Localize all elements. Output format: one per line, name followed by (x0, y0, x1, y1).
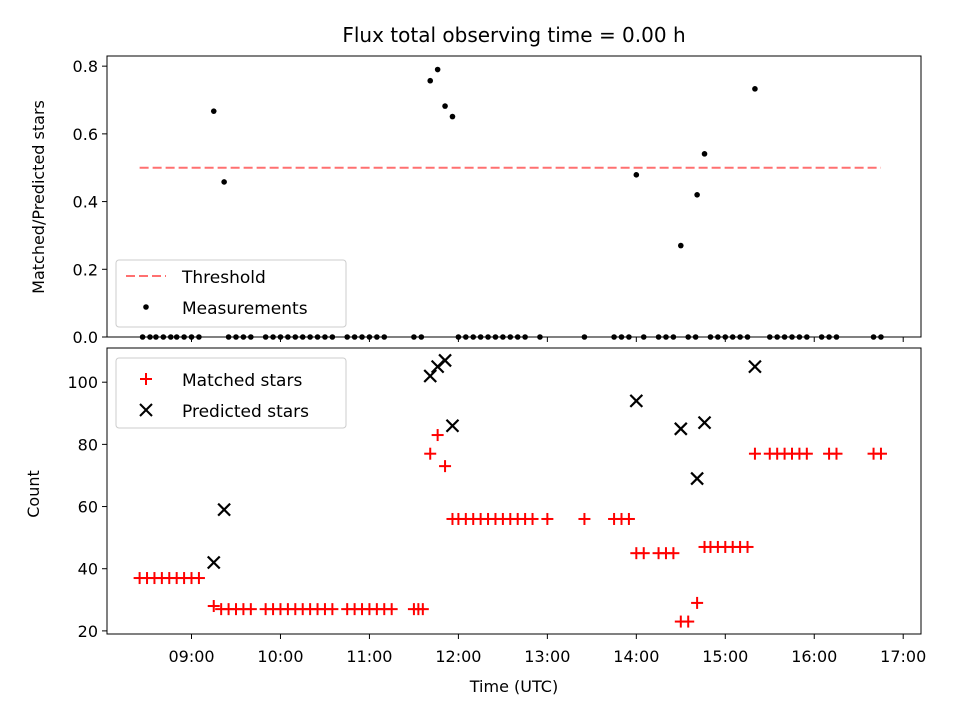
count-x-axis-label: Time (UTC) (469, 677, 558, 696)
predicted-stars-point (697, 415, 712, 430)
matched-stars-point (691, 596, 704, 609)
predicted-stars-point (423, 369, 438, 383)
matched-stars-point (667, 547, 680, 560)
measurement-point (678, 242, 684, 249)
count-x-tick-label: 16:00 (791, 647, 837, 666)
count-y-ticks: 20 40 60 80 100 (67, 373, 107, 641)
predicted-stars-point (438, 353, 452, 368)
count-y-tick-label: 60 (78, 498, 98, 517)
count-legend-box (115, 357, 347, 429)
legend-matched-label: Matched stars (182, 371, 302, 391)
matched-stars-point (622, 512, 635, 525)
measurement-point (427, 77, 434, 84)
count-axes-frame (106, 347, 922, 635)
legend-predicted-label: Predicted stars (182, 402, 309, 422)
count-x-ticks: 09:00 10:00 11:00 12:00 13:00 14:00 15:00 16:00… (168, 634, 926, 666)
count-x-tick-label: 14:00 (613, 647, 659, 666)
matched-stars-point (637, 547, 650, 560)
measurement-point (442, 103, 448, 109)
ratio-y-tick-label: 0.0 (73, 328, 98, 347)
matched-stars-point (326, 603, 339, 616)
count-y-tick-label: 80 (78, 435, 98, 454)
count-y-axis-label: Count (24, 470, 43, 518)
ratio-y-tick-label: 0.2 (73, 260, 98, 279)
matched-stars-point (578, 512, 591, 525)
matched-stars-point (541, 512, 554, 525)
ratio-plot-area (139, 66, 884, 340)
matched-stars-point (741, 540, 754, 553)
ratio-legend-box (115, 259, 347, 328)
count-x-tick-label: 12:00 (435, 647, 481, 666)
count-x-tick-label: 13:00 (524, 647, 570, 666)
chart-title: Flux total observing time = 0.00 h (342, 23, 685, 47)
legend-threshold-label: Threshold (181, 268, 266, 288)
measurement-point (210, 108, 217, 114)
ratio-axes: Matched/Predicted stars 0.0 0.2 0.4 0.6 0.8 (29, 55, 922, 347)
matched-stars-point (431, 429, 444, 442)
predicted-stars-point (690, 471, 704, 486)
measurement-point (701, 151, 708, 157)
predicted-stars-point (217, 502, 231, 517)
matched-stars-point (682, 615, 695, 628)
legend-matched-swatch (140, 373, 152, 385)
count-x-tick-label: 11:00 (346, 647, 392, 666)
matched-stars-point (416, 603, 429, 616)
legend-measurements-swatch (143, 304, 149, 310)
count-x-tick-label: 09:00 (168, 647, 214, 666)
matched-stars-point (439, 460, 452, 473)
predicted-stars-point (206, 555, 221, 570)
count-plot-area (133, 353, 887, 628)
ratio-y-axis-label: Matched/Predicted stars (29, 100, 48, 294)
matched-stars-point (385, 603, 398, 616)
matched-stars-point (800, 447, 813, 460)
count-legend: Matched stars Predicted stars (115, 357, 347, 429)
count-x-tick-label: 15:00 (702, 647, 748, 666)
ratio-legend: Threshold Measurements (115, 259, 347, 328)
count-x-tick-label: 10:00 (257, 647, 303, 666)
matched-stars-point (207, 600, 220, 613)
ratio-y-tick-label: 0.6 (73, 125, 98, 144)
matched-stars-point (192, 572, 205, 585)
matched-stars-point (830, 447, 843, 460)
measurement-point (694, 192, 700, 198)
matched-stars-point (526, 512, 539, 525)
matched-stars-point (244, 603, 257, 616)
ratio-y-tick-label: 0.4 (73, 193, 98, 212)
ratio-y-tick-label: 0.8 (73, 57, 98, 76)
predicted-stars-point (629, 394, 644, 408)
count-axes: Count Time (UTC) 20 40 60 80 100 09:00 10:00 1… (24, 347, 926, 696)
measurement-point (434, 66, 441, 73)
count-y-tick-label: 100 (67, 373, 98, 392)
predicted-stars-point (674, 422, 688, 436)
count-y-tick-label: 20 (78, 622, 98, 641)
ratio-axes-frame (106, 55, 922, 338)
count-y-tick-label: 40 (78, 560, 98, 579)
matched-stars-point (748, 447, 761, 460)
legend-measurements-label: Measurements (182, 299, 308, 319)
matched-stars-point (874, 447, 887, 460)
measurement-point (633, 172, 640, 178)
ratio-y-ticks: 0.0 0.2 0.4 0.6 0.8 (73, 57, 107, 347)
measurement-point (752, 86, 758, 92)
measurement-point (221, 179, 227, 185)
matched-stars-point (424, 447, 437, 460)
predicted-stars-point (748, 359, 762, 374)
count-x-tick-label: 17:00 (880, 647, 926, 666)
predicted-stars-point (445, 418, 460, 433)
legend-predicted-swatch (139, 403, 153, 417)
measurement-point (449, 113, 456, 120)
